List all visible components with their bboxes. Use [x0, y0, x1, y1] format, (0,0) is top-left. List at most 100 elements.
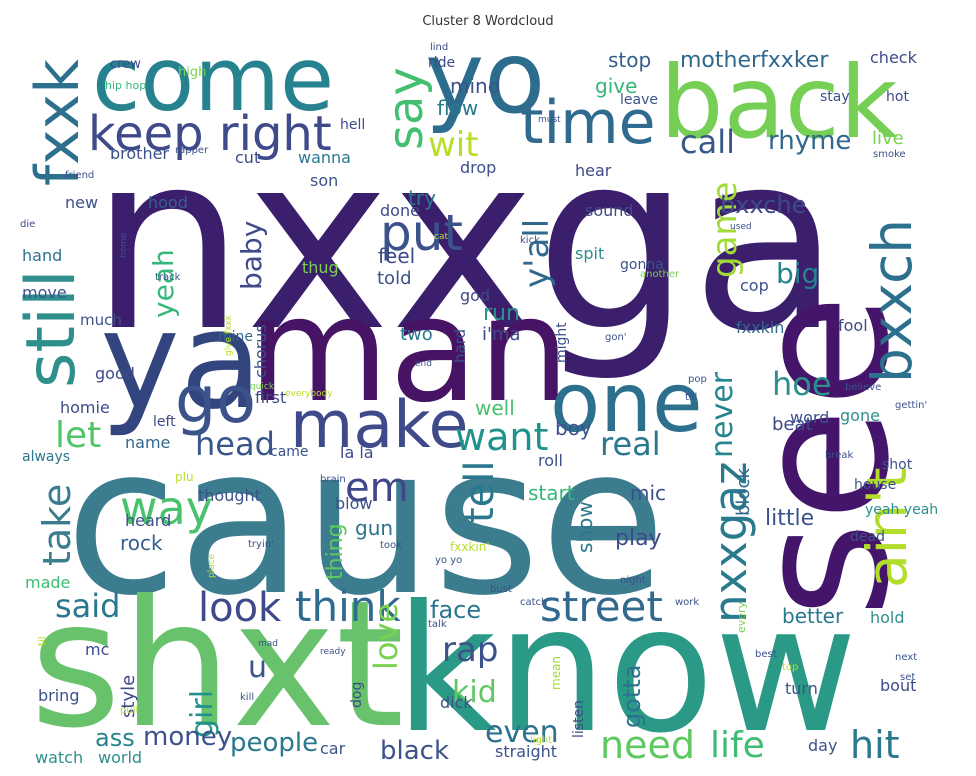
word: ass	[95, 724, 135, 752]
word: made	[25, 573, 71, 592]
word: chorus	[251, 324, 270, 378]
word: world	[98, 748, 143, 766]
word: mc	[85, 640, 110, 659]
word: next	[895, 652, 918, 663]
word: hand	[22, 246, 63, 265]
word: leave	[620, 92, 658, 108]
word: try	[408, 186, 436, 210]
word: hold	[870, 608, 905, 627]
word: end	[415, 359, 432, 369]
word: run	[483, 301, 520, 326]
word: look	[198, 585, 282, 631]
word: listen	[571, 699, 587, 738]
word: even	[485, 715, 559, 750]
word: move	[22, 283, 67, 302]
word: word	[790, 408, 830, 427]
word: another	[640, 269, 680, 280]
word: must	[538, 115, 561, 125]
word: gotta	[618, 664, 646, 728]
word: hood	[148, 193, 188, 212]
word: bxxche	[720, 191, 807, 219]
word: cause	[65, 403, 667, 641]
word: go	[175, 363, 257, 438]
word: fxxkin'	[450, 540, 490, 554]
word: call	[680, 123, 735, 161]
word: shxt	[30, 564, 405, 766]
word: flow	[437, 96, 479, 120]
word: bout	[880, 676, 917, 695]
word: break	[825, 450, 854, 461]
word: stay	[820, 89, 850, 105]
word: brain	[320, 474, 346, 485]
word: check	[870, 48, 917, 67]
word: need	[600, 723, 695, 766]
word: hell	[340, 117, 366, 133]
word: hit	[850, 723, 900, 766]
word: tryin'	[248, 539, 274, 550]
word: hip hop	[105, 79, 147, 92]
word: block	[733, 468, 754, 516]
word: life	[710, 725, 765, 766]
word: want	[455, 415, 549, 459]
word: left	[153, 414, 176, 430]
word: give	[595, 74, 638, 98]
word: house	[854, 477, 897, 493]
word: yeah	[147, 249, 180, 318]
word: catch	[520, 597, 548, 608]
word: face	[430, 596, 482, 624]
word: ready	[320, 647, 346, 657]
word: nxxga	[90, 100, 841, 385]
word: smoke	[873, 149, 906, 160]
word: name	[125, 433, 171, 452]
word: spit	[575, 244, 605, 263]
word: gettin'	[895, 400, 928, 411]
word: son	[310, 171, 339, 190]
word: wit	[428, 125, 479, 165]
word: til	[37, 636, 48, 646]
word: dog	[349, 681, 365, 708]
word: start	[528, 481, 575, 505]
word: cat	[434, 232, 448, 242]
word: rap	[442, 630, 499, 670]
word: cop	[740, 276, 769, 295]
word: give fxxk	[224, 315, 234, 356]
word: two	[400, 324, 433, 345]
word: till	[685, 392, 698, 403]
word: yeah yeah	[865, 502, 939, 518]
word: know	[395, 569, 858, 766]
word: live	[872, 128, 904, 149]
word: watch	[35, 748, 84, 766]
word: track	[155, 272, 181, 283]
word: show	[573, 501, 597, 553]
word: mean	[549, 655, 563, 690]
word: black	[380, 736, 450, 766]
word: work	[675, 597, 700, 608]
word: hot	[886, 89, 909, 105]
word: believe	[845, 382, 882, 393]
word: time	[520, 88, 656, 158]
word: bust	[490, 584, 512, 595]
word: feel	[378, 244, 416, 268]
word: let	[55, 415, 102, 456]
word: dick	[440, 693, 473, 712]
word: always	[22, 449, 71, 465]
word: might	[554, 322, 570, 363]
word: sound	[585, 201, 634, 220]
word: place	[207, 553, 217, 578]
word: heard	[125, 511, 172, 530]
word: cut	[235, 148, 261, 167]
word: much	[80, 311, 122, 329]
word: bxxch	[860, 218, 924, 383]
word: done	[380, 201, 420, 220]
word: make	[290, 388, 469, 463]
word: mad	[258, 639, 278, 649]
word: quick	[250, 382, 275, 392]
word: fxxk	[23, 59, 93, 186]
word: god	[460, 286, 491, 305]
word: set	[900, 672, 916, 683]
word: fool	[838, 316, 868, 335]
wordcloud-canvas: nxxga cause shxt know see man ya come yo…	[20, 38, 955, 766]
word: i'ma	[482, 324, 521, 345]
word: bring	[38, 686, 80, 705]
word: play	[615, 526, 662, 551]
